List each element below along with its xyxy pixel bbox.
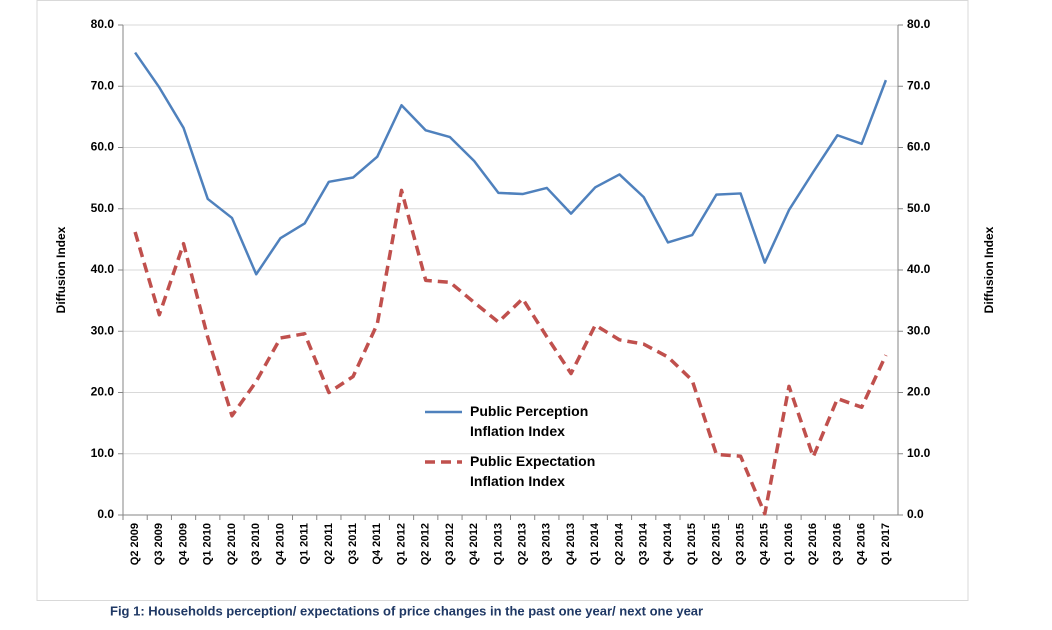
- legend-label-line: Public Expectation: [470, 453, 595, 469]
- x-tick-label: Q2 2012: [420, 523, 432, 565]
- x-tick-label: Q1 2011: [299, 523, 311, 565]
- x-tick-label: Q3 2014: [638, 522, 650, 565]
- x-tick-label: Q1 2015: [686, 523, 698, 565]
- x-tick-label: Q4 2012: [468, 523, 480, 565]
- legend-label-line: Public Perception: [470, 403, 588, 419]
- y-axis-title: Diffusion Index: [54, 226, 68, 313]
- y2-tick-label: 20.0: [907, 385, 931, 399]
- x-tick-label: Q1 2010: [202, 523, 214, 565]
- x-tick-label: Q3 2009: [153, 523, 165, 565]
- x-tick-label: Q4 2013: [565, 523, 577, 565]
- x-tick-label: Q4 2015: [759, 523, 771, 565]
- x-tick-label: Q3 2011: [347, 523, 359, 565]
- x-tick-label: Q2 2009: [129, 523, 141, 565]
- y-tick-label: 80.0: [91, 17, 115, 31]
- x-tick-label: Q4 2010: [274, 523, 286, 565]
- y2-tick-label: 70.0: [907, 78, 931, 92]
- x-tick-label: Q1 2014: [589, 522, 601, 565]
- y2-tick-label: 0.0: [907, 507, 924, 521]
- y-tick-label: 20.0: [91, 385, 115, 399]
- x-tick-label: Q2 2011: [323, 523, 335, 565]
- y-tick-label: 70.0: [91, 78, 115, 92]
- chart-frame: [36, 0, 969, 601]
- y2-tick-label: 80.0: [907, 17, 931, 31]
- x-tick-label: Q1 2012: [395, 523, 407, 565]
- x-tick-label: Q2 2015: [710, 523, 722, 565]
- x-tick-label: Q1 2017: [880, 523, 892, 565]
- legend-label: Public Perception Inflation Index: [470, 403, 588, 439]
- caption: Fig 1: Households perception/ expectatio…: [110, 603, 703, 618]
- legend-label-line: Inflation Index: [470, 423, 565, 439]
- y-tick-label: 0.0: [97, 507, 114, 521]
- x-tick-label: Q2 2016: [807, 523, 819, 565]
- y-tick-label: 60.0: [91, 140, 115, 154]
- x-tick-label: Q4 2016: [856, 523, 868, 565]
- x-tick-label: Q4 2011: [371, 523, 383, 565]
- y2-axis-title: Diffusion Index: [982, 226, 996, 313]
- x-tick-label: Q3 2015: [734, 523, 746, 565]
- x-tick-label: Q4 2009: [177, 523, 189, 565]
- x-tick-label: Q4 2014: [662, 522, 674, 565]
- x-tick-label: Q2 2013: [517, 523, 529, 565]
- x-tick-label: Q1 2016: [783, 523, 795, 565]
- series-line: [133, 188, 888, 516]
- legend-label: Public Expectation Inflation Index: [470, 453, 595, 489]
- series-line: [134, 51, 888, 276]
- legend-label-line: Inflation Index: [470, 473, 565, 489]
- y2-tick-label: 60.0: [907, 140, 931, 154]
- y2-tick-label: 30.0: [907, 323, 931, 337]
- x-tick-label: Q3 2013: [541, 523, 553, 565]
- y-tick-label: 40.0: [91, 262, 115, 276]
- y-tick-label: 10.0: [91, 446, 115, 460]
- x-tick-label: Q3 2016: [831, 523, 843, 565]
- y2-tick-label: 50.0: [907, 201, 931, 215]
- x-tick-label: Q1 2013: [492, 523, 504, 565]
- x-tick-label: Q2 2014: [613, 522, 625, 565]
- x-tick-label: Q3 2012: [444, 523, 456, 565]
- x-tick-label: Q3 2010: [250, 523, 262, 565]
- y-tick-label: 30.0: [91, 323, 115, 337]
- x-tick-label: Q2 2010: [226, 523, 238, 565]
- y2-tick-label: 10.0: [907, 446, 931, 460]
- y2-tick-label: 40.0: [907, 262, 931, 276]
- y-tick-label: 50.0: [91, 201, 115, 215]
